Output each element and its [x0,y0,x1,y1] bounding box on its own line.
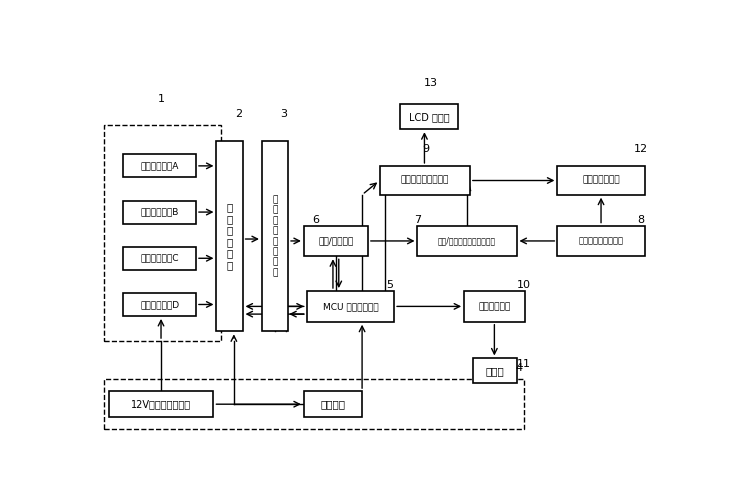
Bar [417,226,517,256]
Text: 超声波换应器A: 超声波换应器A [141,162,179,170]
Text: 2: 2 [235,109,242,119]
Bar [304,226,368,256]
Text: 7: 7 [414,215,422,225]
Bar [557,226,644,256]
Bar [123,200,196,224]
Text: 发射/接收模块供电控制电路: 发射/接收模块供电控制电路 [438,236,496,246]
Text: 发射/接收模块: 发射/接收模块 [318,236,353,246]
Text: 8: 8 [637,215,644,225]
Text: 超声波换应器B: 超声波换应器B [141,208,179,216]
Bar [262,141,288,332]
Bar [473,358,517,384]
Bar [105,379,524,429]
Bar [304,391,362,417]
Text: 稳压电路: 稳压电路 [320,399,345,409]
Bar [108,391,214,417]
Text: 10: 10 [517,280,531,290]
Bar [123,246,196,270]
Text: 12: 12 [634,144,647,154]
Text: 背光片推动电路: 背光片推动电路 [582,176,620,185]
Bar [123,293,196,316]
Bar [217,141,243,332]
Bar [464,291,525,322]
Text: 超声波换应器D: 超声波换应器D [140,300,179,309]
Text: 1: 1 [157,94,165,104]
Text: 11: 11 [517,359,531,369]
Text: 5: 5 [387,280,393,290]
Text: 6: 6 [312,215,319,225]
Text: 可充电电池供电电路: 可充电电池供电电路 [578,236,623,246]
Text: 3: 3 [280,109,287,119]
Text: 接
收
信
号
处
理
部
分: 接 收 信 号 处 理 部 分 [272,195,277,277]
Bar [123,154,196,178]
Text: 9: 9 [423,144,429,154]
Text: MCU 中央微处理器: MCU 中央微处理器 [323,302,378,311]
Text: 蜂鸣器: 蜂鸣器 [485,366,504,376]
Text: 13: 13 [424,78,438,88]
Text: LCD 显示屏: LCD 显示屏 [409,112,450,122]
Bar [380,166,470,194]
Text: 报警警示电路: 报警警示电路 [478,302,511,311]
Bar [307,291,394,322]
Bar [105,126,221,341]
Bar [557,166,644,194]
Text: 超声波换应器C: 超声波换应器C [141,254,179,263]
Text: 12V连接倒车灯电源: 12V连接倒车灯电源 [131,399,191,409]
Text: 电
子
开
关
电
路: 电 子 开 关 电 路 [226,202,232,270]
Text: 显示器驱动控制电路: 显示器驱动控制电路 [401,176,449,185]
Text: 4: 4 [516,363,523,373]
Bar [400,104,458,130]
